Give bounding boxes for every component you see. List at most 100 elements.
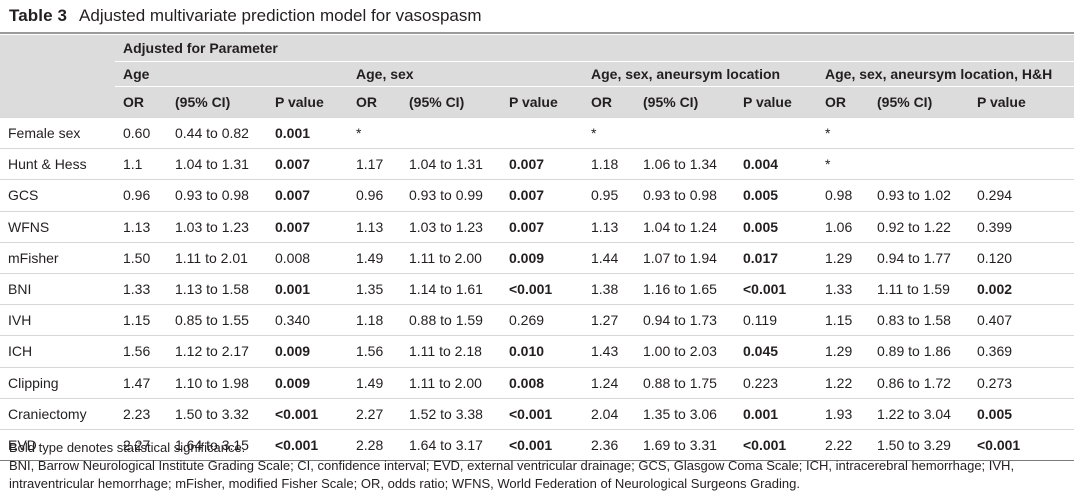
row-label: Hunt & Hess — [0, 148, 115, 180]
or-value: 1.43 — [583, 335, 635, 367]
group-header: Age — [115, 61, 348, 87]
or-value: 1.56 — [115, 335, 167, 367]
subcol-header: (95% CI) — [635, 86, 735, 118]
p-value: 0.009 — [501, 241, 583, 274]
subcol-header: P value — [267, 86, 348, 118]
subcol-header: P value — [735, 86, 817, 118]
or-value: 1.93 — [817, 397, 869, 430]
p-value — [969, 116, 1074, 149]
or-value: 1.49 — [348, 366, 401, 399]
ci-value: 1.11 to 1.59 — [869, 272, 969, 305]
or-value: 2.23 — [115, 397, 167, 430]
ci-value — [869, 116, 969, 149]
subcol-header: OR — [583, 86, 635, 118]
or-value: 1.22 — [817, 366, 869, 399]
ci-value: 1.00 to 2.03 — [635, 335, 735, 367]
p-value: 0.001 — [267, 116, 348, 149]
ci-value: 1.11 to 2.18 — [401, 335, 501, 367]
p-value: 0.273 — [969, 366, 1074, 399]
ci-value: 1.50 to 3.32 — [167, 397, 267, 430]
p-value: <0.001 — [501, 428, 583, 462]
or-value: 0.98 — [817, 179, 869, 212]
or-value: * — [348, 116, 401, 149]
table-row: mFisher 1.50 1.11 to 2.01 0.008 1.49 1.11 to … — [0, 241, 1074, 274]
p-value: <0.001 — [267, 428, 348, 462]
table-row: BNI 1.33 1.13 to 1.58 0.001 1.35 1.14 to 1.61… — [0, 272, 1074, 305]
ci-value: 0.94 to 1.73 — [635, 304, 735, 336]
ci-value: 1.03 to 1.23 — [167, 210, 267, 243]
ci-value: 1.14 to 1.61 — [401, 272, 501, 305]
prediction-model-table: Adjusted for Parameter Age Age, sex Age, s… — [0, 35, 1074, 462]
ci-value: 1.13 to 1.58 — [167, 272, 267, 305]
or-value: * — [583, 116, 635, 149]
p-value — [969, 148, 1074, 180]
ci-value: 1.04 to 1.31 — [401, 148, 501, 180]
subcol-header: (95% CI) — [167, 86, 267, 118]
header-row-groups: Age Age, sex Age, sex, aneursym location Ag… — [0, 61, 1074, 87]
table-row: Clipping 1.47 1.10 to 1.98 0.009 1.49 1.11 to… — [0, 366, 1074, 399]
row-label: WFNS — [0, 210, 115, 243]
row-label: ICH — [0, 335, 115, 367]
table-row: Female sex 0.60 0.44 to 0.82 0.001 * * * — [0, 116, 1074, 149]
table-row: Hunt & Hess 1.1 1.04 to 1.31 0.007 1.17 1.04 … — [0, 148, 1074, 180]
or-value: 1.29 — [817, 335, 869, 367]
ci-value: 1.07 to 1.94 — [635, 241, 735, 274]
group-header: Age, sex, aneursym location — [583, 61, 817, 87]
or-value: 1.13 — [348, 210, 401, 243]
p-value: <0.001 — [735, 428, 817, 462]
subcol-header: P value — [501, 86, 583, 118]
or-value: 0.60 — [115, 116, 167, 149]
ci-value — [401, 116, 501, 149]
p-value: 0.399 — [969, 210, 1074, 243]
p-value: 0.007 — [267, 179, 348, 212]
p-value: 0.007 — [267, 210, 348, 243]
ci-value: 1.64 to 3.17 — [401, 428, 501, 462]
or-value: 1.33 — [817, 272, 869, 305]
table-row: WFNS 1.13 1.03 to 1.23 0.007 1.13 1.03 to 1.2… — [0, 210, 1074, 243]
p-value: 0.008 — [267, 241, 348, 274]
subcol-header: (95% CI) — [869, 86, 969, 118]
ci-value: 0.94 to 1.77 — [869, 241, 969, 274]
or-value: 0.96 — [348, 179, 401, 212]
p-value: 0.001 — [267, 272, 348, 305]
ci-value: 0.89 to 1.86 — [869, 335, 969, 367]
ci-value: 0.83 to 1.58 — [869, 304, 969, 336]
ci-value: 0.93 to 0.98 — [635, 179, 735, 212]
or-value: 2.28 — [348, 428, 401, 462]
or-value: 1.50 — [115, 241, 167, 274]
ci-value: 1.04 to 1.31 — [167, 148, 267, 180]
or-value: 1.18 — [583, 148, 635, 180]
ci-value: 1.11 to 2.00 — [401, 366, 501, 399]
or-value: 1.15 — [817, 304, 869, 336]
or-value: 1.33 — [115, 272, 167, 305]
table-row: EVD 2.27 1.64 to 3.15 <0.001 2.28 1.64 to 3.1… — [0, 428, 1074, 462]
subcol-header: OR — [115, 86, 167, 118]
p-value: 0.009 — [267, 335, 348, 367]
ci-value: 0.88 to 1.75 — [635, 366, 735, 399]
p-value: 0.005 — [969, 397, 1074, 430]
ci-value: 1.69 to 3.31 — [635, 428, 735, 462]
table-caption: Table 3 Adjusted multivariate prediction… — [0, 0, 1074, 34]
p-value: 0.001 — [735, 397, 817, 430]
or-value: 1.17 — [348, 148, 401, 180]
p-value: <0.001 — [501, 272, 583, 305]
or-value: 2.04 — [583, 397, 635, 430]
p-value: <0.001 — [267, 397, 348, 430]
table-row: GCS 0.96 0.93 to 0.98 0.007 0.96 0.93 to 0.99… — [0, 179, 1074, 212]
ci-value: 1.22 to 3.04 — [869, 397, 969, 430]
p-value: 0.017 — [735, 241, 817, 274]
row-label-header — [0, 35, 115, 62]
p-value: 0.407 — [969, 304, 1074, 336]
ci-value — [635, 116, 735, 149]
p-value: 0.340 — [267, 304, 348, 336]
row-label: Clipping — [0, 366, 115, 399]
p-value — [501, 116, 583, 149]
group-header: Age, sex, aneursym location, H&H — [817, 61, 1074, 87]
row-label: IVH — [0, 304, 115, 336]
footnote-line: intraventricular hemorrhage; mFisher, mo… — [9, 476, 800, 491]
ci-value: 0.92 to 1.22 — [869, 210, 969, 243]
p-value: <0.001 — [969, 428, 1074, 462]
ci-value: 0.85 to 1.55 — [167, 304, 267, 336]
p-value — [735, 116, 817, 149]
p-value: 0.002 — [969, 272, 1074, 305]
